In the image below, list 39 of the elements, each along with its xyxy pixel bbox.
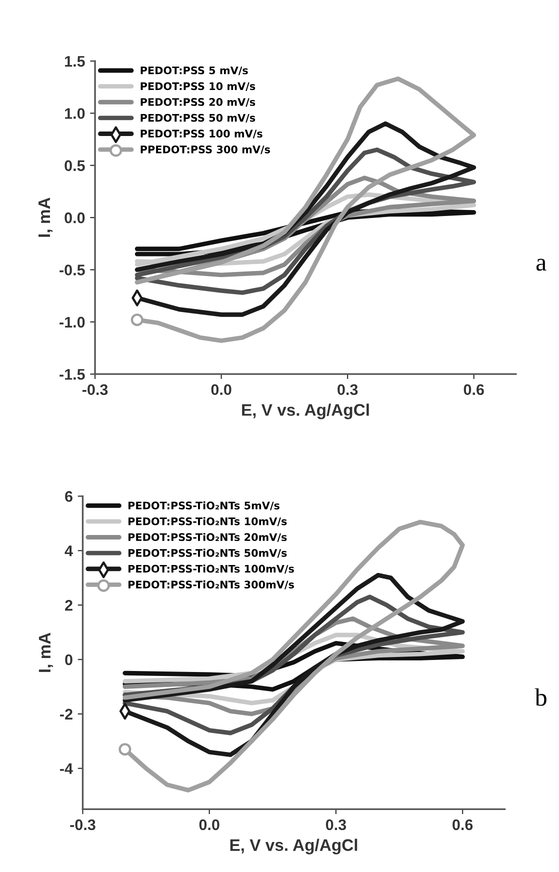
x-tick-label: 0.6 [452,819,473,830]
legend-label: PEDOT:PSS 100 mV/s [140,130,262,138]
y-tick-label: -2 [60,708,72,720]
x-tick-label: 0.6 [464,384,484,396]
y-axis-title: I, mA [38,632,53,672]
legend-label: PEDOT:PSS-TiO₂NTs 50mV/s [128,548,287,558]
x-tick-label: -0.3 [82,384,108,396]
x-tick-label: 0.3 [338,384,358,396]
y-tick-label: -4 [60,763,73,774]
legend-label: PEDOT:PSS-TiO₂NTs 20mV/s [128,532,287,542]
x-tick-label: 0.3 [326,819,346,830]
y-tick-label: 1.0 [65,108,85,119]
legend-label: PEDOT:PSS-TiO₂NTs 300mV/s [128,580,294,590]
y-axis-title: I, mA [38,198,53,237]
legend-label: PEDOT:PSS-TiO₂NTs 10mV/s [128,517,287,526]
x-tick-label: 0.0 [199,819,220,830]
x-axis-title: E, V vs. Ag/AgCl [242,404,369,420]
legend-label: PEDOT:PSS 5 mV/s [140,66,248,76]
legend-label: PEDOT:PSS-TiO₂NTs 100mV/s [128,564,294,574]
legend-label: PEDOT:PSS 50 mV/s [140,114,256,123]
y-tick-label: 0.5 [64,160,85,172]
y-tick-label: -1.5 [60,369,85,380]
y-tick-label: -0.5 [60,264,85,276]
text: a [536,258,546,271]
y-tick-label: 0.0 [64,212,85,224]
y-tick-label: 6 [65,491,72,502]
y-tick-label: 2 [65,600,72,611]
y-tick-label: 1.5 [65,56,85,67]
x-tick-label: -0.3 [70,819,96,830]
text: b [534,688,546,706]
y-tick-label: 4 [64,546,73,556]
y-tick-label: -1.0 [60,316,85,328]
y-tick-label: 0 [65,654,72,666]
x-tick-label: 0.0 [211,384,232,396]
legend-label: PEDOT:PSS 20 mV/s [140,98,256,107]
legend-label: PEDOT:PSS-TiO₂NTs 5mV/s [128,501,280,510]
x-axis-title: E, V vs. Ag/AgCl [230,838,358,854]
legend-label: PPEDOT:PSS 300 mV/s [140,145,270,154]
legend-label: PEDOT:PSS 10 mV/s [140,82,256,91]
